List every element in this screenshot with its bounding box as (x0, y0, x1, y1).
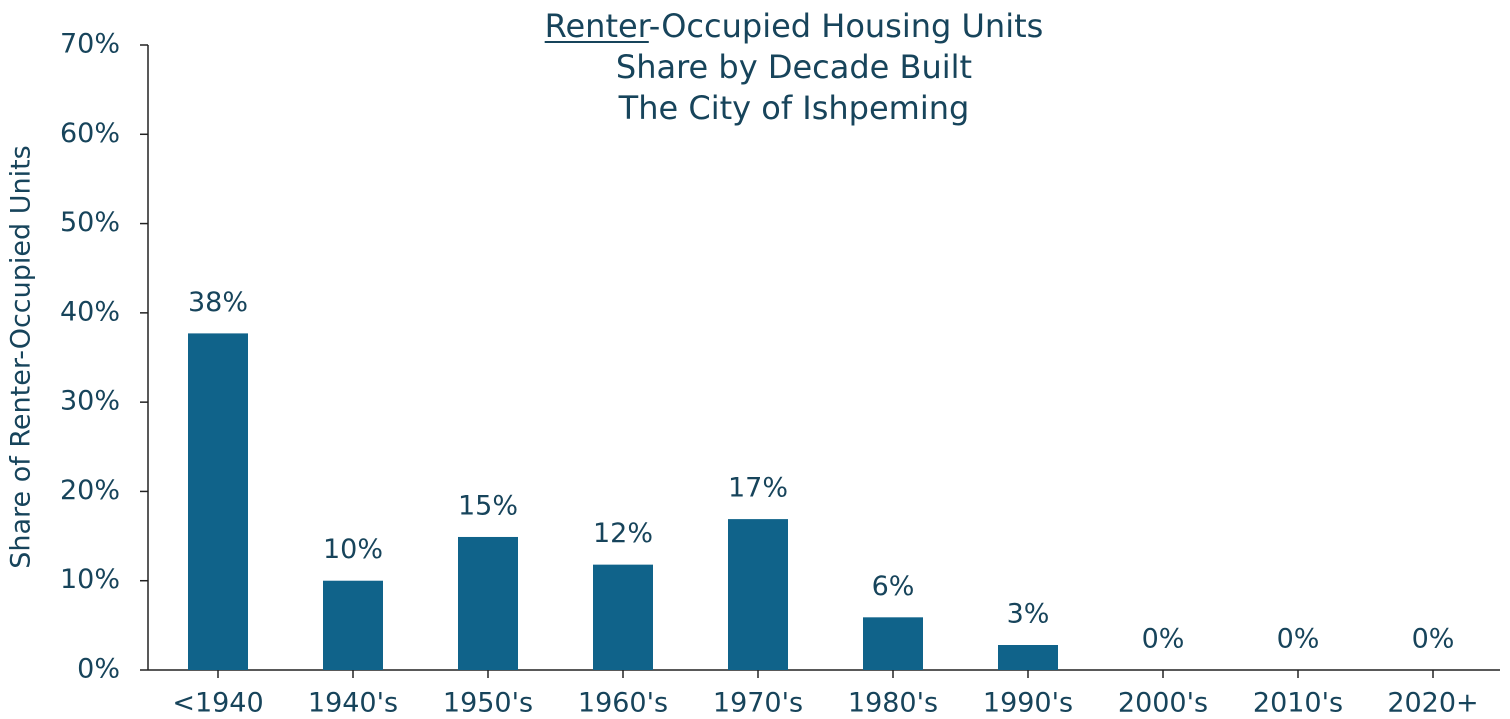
data-label: 0% (1412, 624, 1455, 655)
x-tick-label: 2020+ (1387, 688, 1478, 719)
y-tick-label: 0% (77, 654, 120, 685)
y-axis-label: Share of Renter-Occupied Units (6, 145, 37, 569)
bar (593, 564, 653, 670)
data-label: 10% (323, 534, 383, 565)
y-tick-label: 70% (60, 29, 120, 60)
y-tick-label: 40% (60, 296, 120, 327)
bar (728, 519, 788, 670)
x-tick-label: 1990's (983, 688, 1073, 719)
y-tick-label: 30% (60, 386, 120, 417)
data-label: 3% (1007, 599, 1050, 630)
chart-title: The City of Ishpeming (618, 89, 970, 127)
data-label: 17% (728, 473, 788, 504)
chart-title: Renter-Occupied Housing Units (545, 7, 1044, 45)
x-tick-label: 1970's (713, 688, 803, 719)
x-tick-label: 2000's (1118, 688, 1208, 719)
y-tick-label: 20% (60, 475, 120, 506)
chart-title: Share by Decade Built (616, 48, 972, 86)
data-label: 12% (593, 518, 653, 549)
y-tick-label: 10% (60, 564, 120, 595)
bar (998, 645, 1058, 670)
y-tick-label: 50% (60, 207, 120, 238)
x-tick-label: 1960's (578, 688, 668, 719)
data-label: 15% (458, 490, 518, 521)
y-tick-label: 60% (60, 118, 120, 149)
x-tick-label: 1980's (848, 688, 938, 719)
data-label: 0% (1142, 624, 1185, 655)
x-tick-label: 1940's (308, 688, 398, 719)
bar (458, 536, 518, 670)
x-tick-label: <1940 (172, 688, 263, 719)
data-label: 0% (1277, 624, 1320, 655)
x-tick-label: 1950's (443, 688, 533, 719)
data-label: 6% (872, 571, 915, 602)
data-label: 38% (188, 287, 248, 318)
bar (323, 580, 383, 670)
x-tick-label: 2010's (1253, 688, 1343, 719)
bar (863, 617, 923, 670)
bar (188, 333, 248, 670)
